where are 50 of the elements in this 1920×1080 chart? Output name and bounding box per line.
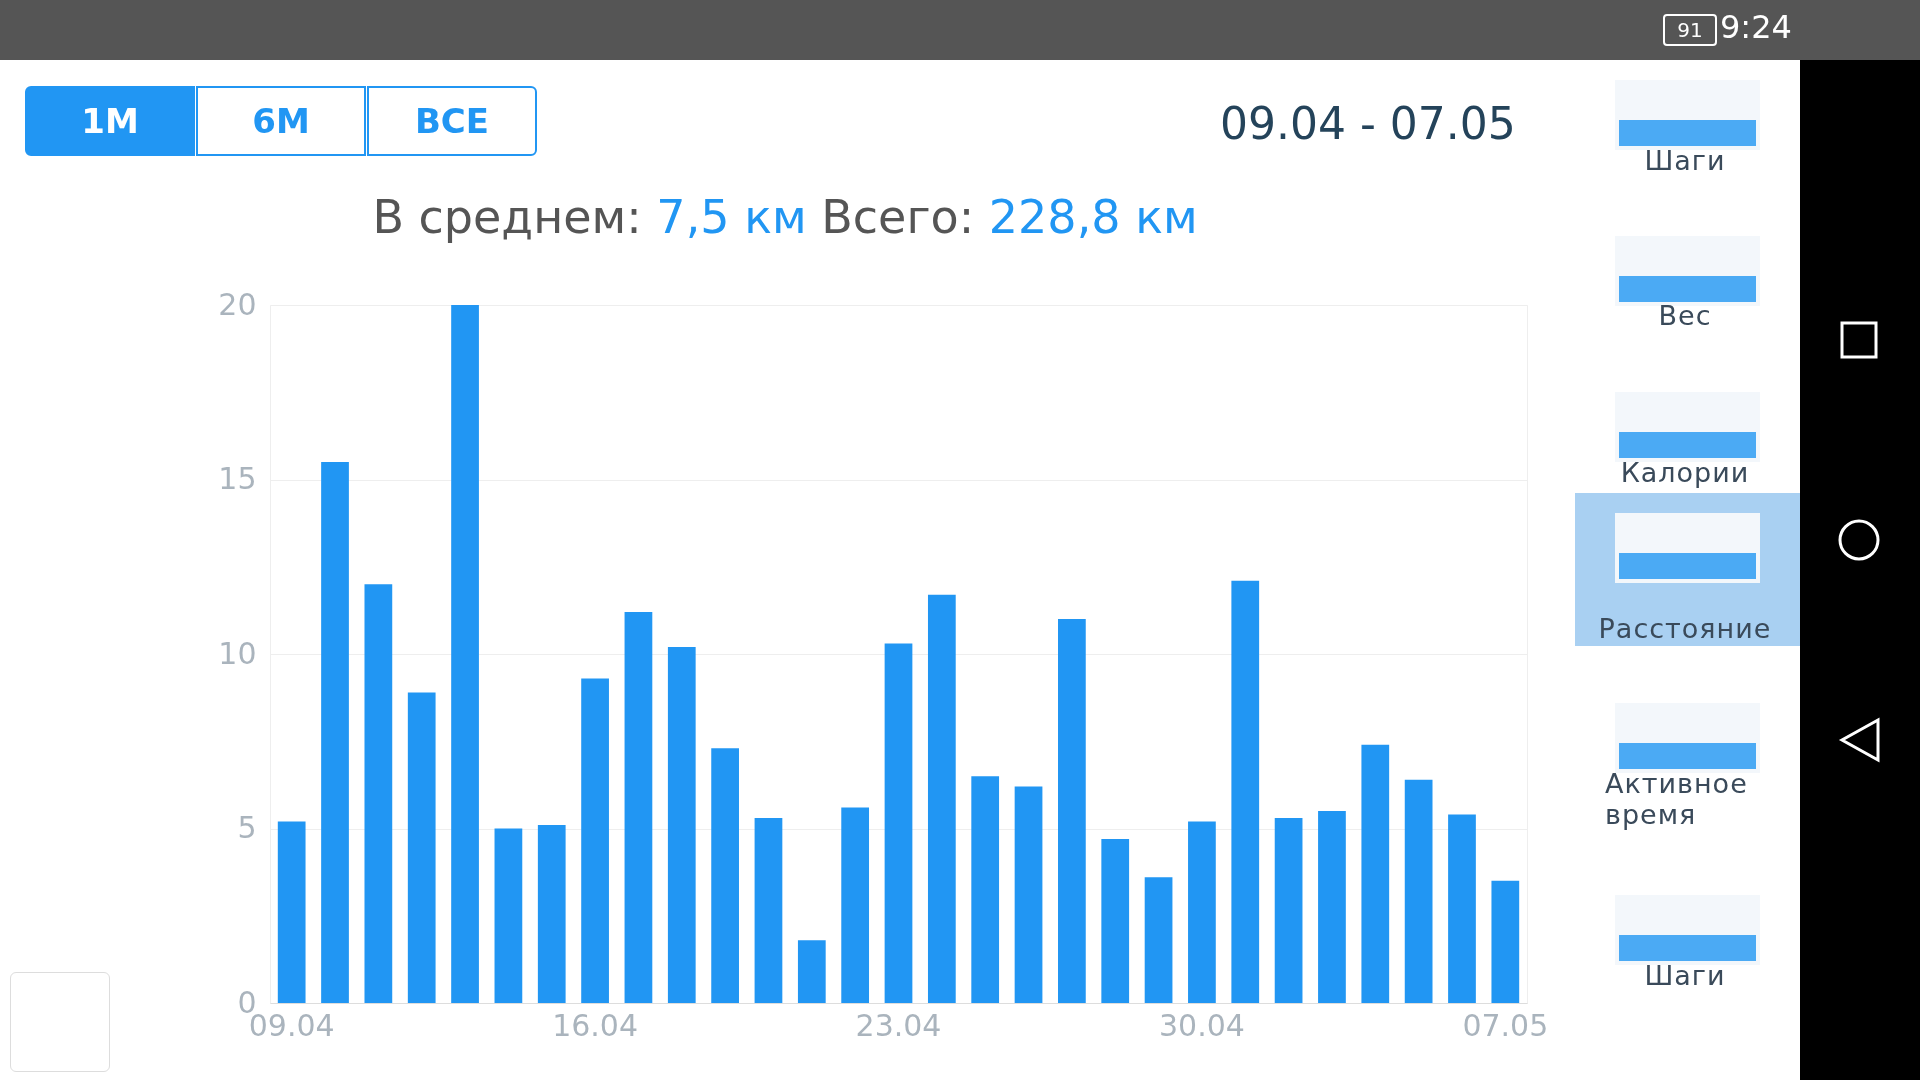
- y-tick-label: 5: [237, 810, 257, 845]
- bar: [1404, 779, 1433, 1003]
- bar: [581, 678, 609, 1003]
- text: Вес: [1657, 300, 1713, 331]
- bar: [884, 643, 913, 1003]
- bar: [494, 828, 523, 1003]
- bar: [537, 825, 566, 1003]
- text: Шаги: [1643, 960, 1727, 991]
- bar: [1361, 744, 1390, 1003]
- bar: [1231, 580, 1260, 1003]
- y-tick-label: 20: [218, 286, 257, 322]
- bar: [927, 594, 956, 1003]
- text: ВСЕ: [367, 86, 537, 156]
- bar: [407, 692, 436, 1003]
- bar: [1144, 877, 1173, 1003]
- x-tick-label: 30.04: [1158, 1007, 1245, 1043]
- bar: [364, 584, 393, 1003]
- text: Расстояние: [1597, 613, 1773, 644]
- bar: [1058, 619, 1086, 1003]
- text: 09.04 - 07.05: [1220, 98, 1516, 149]
- bar: [277, 821, 306, 1003]
- bar: [667, 647, 696, 1003]
- text: 9:24: [1720, 8, 1792, 46]
- text: Шаги: [1643, 145, 1727, 176]
- x-tick-label: 07.05: [1462, 1007, 1549, 1043]
- bar: [624, 612, 653, 1003]
- bar: [1491, 880, 1520, 1003]
- text: 6М: [196, 86, 366, 156]
- bar: [1274, 818, 1303, 1003]
- bar: [451, 305, 479, 1003]
- text: 91: [1663, 14, 1717, 46]
- bar: [1318, 811, 1346, 1003]
- bar: [797, 940, 826, 1003]
- y-tick-label: 15: [218, 461, 257, 496]
- bar: [971, 776, 1000, 1003]
- bar: [1188, 821, 1216, 1003]
- x-tick-label: 23.04: [855, 1007, 942, 1043]
- bar: [754, 818, 783, 1003]
- bar: [711, 748, 739, 1003]
- bar: [1101, 838, 1130, 1003]
- text: Калории: [1619, 457, 1751, 488]
- text: Активное время: [1605, 768, 1749, 830]
- bar: [1014, 786, 1043, 1003]
- bar: [1448, 814, 1476, 1003]
- bar: [321, 462, 349, 1003]
- text: 1М: [25, 86, 195, 156]
- bar: [841, 807, 870, 1003]
- y-tick-label: 10: [218, 635, 257, 671]
- chart-subtitle: В среднем: 7,5 км Всего: 228,8 км: [372, 190, 1198, 244]
- x-tick-label: 16.04: [552, 1007, 639, 1043]
